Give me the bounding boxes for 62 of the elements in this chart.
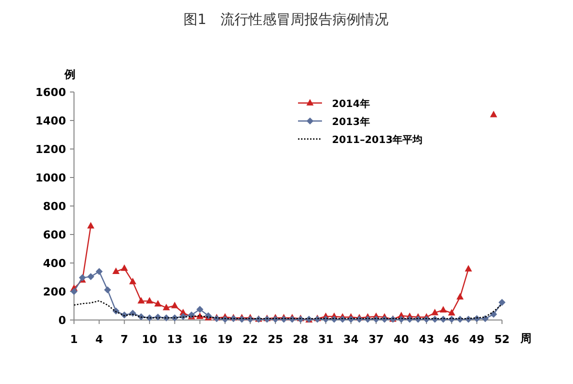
- point: [222, 316, 229, 323]
- legend-label: 2011–2013年平均: [332, 134, 423, 146]
- point: [498, 298, 506, 306]
- x-tick-label: 19: [217, 333, 233, 346]
- x-tick-label: 37: [368, 333, 384, 346]
- point: [440, 306, 447, 313]
- y-tick-label: 600: [43, 228, 66, 242]
- point: [87, 273, 94, 280]
- y-tick-label: 1000: [35, 172, 66, 184]
- x-tick-label: 43: [418, 333, 434, 346]
- point: [70, 288, 78, 295]
- point: [490, 110, 498, 118]
- y-tick-label: 1400: [35, 114, 66, 128]
- y-tick-label: 1200: [35, 143, 66, 156]
- point: [431, 316, 438, 323]
- x-tick-label: 52: [494, 333, 510, 346]
- point: [154, 300, 162, 307]
- point: [104, 286, 112, 294]
- point: [146, 297, 154, 304]
- x-tick-label: 46: [444, 333, 460, 346]
- point: [112, 268, 120, 274]
- y-tick-label: 0: [58, 314, 66, 327]
- point: [138, 297, 145, 304]
- point: [448, 309, 456, 316]
- point: [456, 293, 464, 300]
- y-tick-label: 200: [43, 286, 66, 298]
- x-tick-label: 49: [469, 333, 484, 346]
- point: [339, 316, 346, 323]
- point: [196, 306, 204, 313]
- point: [422, 316, 430, 323]
- point: [381, 316, 388, 323]
- x-tick-label: 7: [120, 333, 128, 346]
- point: [431, 308, 438, 316]
- point: [120, 264, 128, 271]
- chart-title: 图1 流行性感冒周报告病例情况: [184, 12, 388, 28]
- point: [347, 316, 354, 323]
- x-tick-label: 28: [292, 333, 308, 346]
- point: [129, 278, 136, 284]
- x-tick-label: 13: [167, 333, 182, 346]
- point: [490, 310, 498, 318]
- point: [96, 268, 103, 276]
- legend-label: 2013年: [332, 116, 370, 128]
- x-tick-label: 4: [95, 333, 104, 346]
- y-tick-label: 1600: [35, 86, 66, 99]
- y-tick-label: 400: [43, 257, 66, 270]
- point: [87, 222, 94, 228]
- x-tick-label: 31: [318, 333, 334, 346]
- point: [162, 304, 170, 310]
- point: [464, 316, 472, 323]
- y-axis-title: 例: [64, 68, 76, 81]
- x-tick-label: 16: [192, 333, 208, 346]
- y-tick-label: 800: [43, 200, 66, 213]
- point: [171, 302, 178, 308]
- x-tick-label: 40: [394, 333, 410, 346]
- x-tick-label: 22: [242, 333, 258, 346]
- x-tick-label: 10: [142, 333, 158, 346]
- x-tick-label: 25: [268, 333, 284, 346]
- x-axis-title: 周: [520, 332, 532, 345]
- legend-label: 2014年: [332, 98, 370, 110]
- point: [464, 264, 472, 272]
- x-tick-label: 1: [70, 333, 78, 346]
- x-tick-label: 34: [343, 333, 359, 346]
